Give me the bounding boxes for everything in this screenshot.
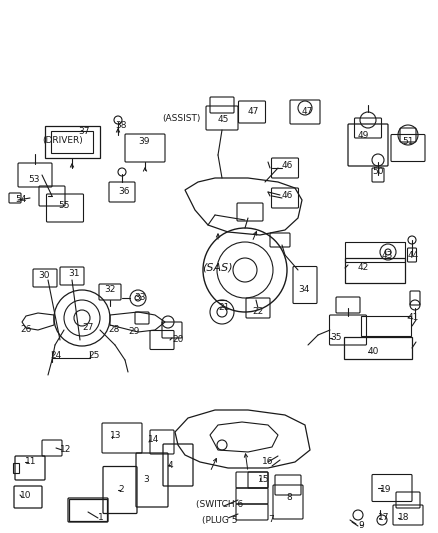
Text: 54: 54 <box>15 196 26 205</box>
Text: 31: 31 <box>68 269 80 278</box>
Text: 47: 47 <box>302 108 313 117</box>
Text: 29: 29 <box>128 327 139 336</box>
Text: (PLUG 5: (PLUG 5 <box>202 515 237 524</box>
Text: 32: 32 <box>104 286 115 295</box>
Text: 49: 49 <box>358 131 369 140</box>
Text: 50: 50 <box>372 167 384 176</box>
Text: 46: 46 <box>282 160 293 169</box>
Text: 41: 41 <box>408 313 419 322</box>
Text: 40: 40 <box>368 348 379 357</box>
Bar <box>69 499 107 521</box>
Text: 1: 1 <box>98 513 104 522</box>
Bar <box>344 337 412 359</box>
Text: 43: 43 <box>382 251 393 260</box>
Text: 30: 30 <box>38 271 49 279</box>
Text: (SWITCH 6: (SWITCH 6 <box>196 500 243 510</box>
Text: 53: 53 <box>28 175 39 184</box>
Text: 42: 42 <box>358 263 369 272</box>
Text: 8: 8 <box>286 494 292 503</box>
Text: 19: 19 <box>380 486 392 495</box>
Text: 21: 21 <box>218 303 230 312</box>
Text: 35: 35 <box>330 334 342 343</box>
Text: 11: 11 <box>25 457 36 466</box>
Text: 22: 22 <box>252 308 263 317</box>
Text: 33: 33 <box>134 294 145 303</box>
Text: 26: 26 <box>20 326 32 335</box>
Text: 37: 37 <box>78 127 89 136</box>
Text: 7: 7 <box>268 515 274 524</box>
Text: 47: 47 <box>248 108 259 117</box>
Bar <box>345 257 405 282</box>
Text: 38: 38 <box>115 120 127 130</box>
Text: 34: 34 <box>298 286 309 295</box>
Text: 9: 9 <box>358 521 364 529</box>
Text: 39: 39 <box>138 138 149 147</box>
Bar <box>45 126 99 158</box>
Bar <box>51 131 93 153</box>
Text: 46: 46 <box>282 190 293 199</box>
Text: 24: 24 <box>50 351 61 359</box>
Text: 18: 18 <box>398 513 410 522</box>
Text: 20: 20 <box>172 335 184 344</box>
Text: 51: 51 <box>402 138 413 147</box>
Text: 27: 27 <box>82 324 93 333</box>
Text: (SAS): (SAS) <box>202 263 233 273</box>
Text: 12: 12 <box>60 446 71 455</box>
Text: (ASSIST): (ASSIST) <box>162 114 200 123</box>
Bar <box>345 242 405 262</box>
Text: 4: 4 <box>168 461 173 470</box>
Text: 2: 2 <box>118 486 124 495</box>
Text: 16: 16 <box>262 457 273 466</box>
Text: 14: 14 <box>148 435 159 445</box>
Text: 17: 17 <box>378 513 389 522</box>
Text: 28: 28 <box>108 326 120 335</box>
Text: 25: 25 <box>88 351 99 359</box>
Text: 3: 3 <box>143 475 149 484</box>
Bar <box>13 463 19 473</box>
Text: 44: 44 <box>408 251 419 260</box>
Text: 45: 45 <box>218 116 230 125</box>
Text: (DRIVER): (DRIVER) <box>42 135 83 144</box>
Text: 10: 10 <box>20 490 32 499</box>
Bar <box>361 316 411 336</box>
Text: 13: 13 <box>110 431 121 440</box>
Text: 36: 36 <box>118 188 130 197</box>
Text: 15: 15 <box>258 475 269 484</box>
Text: 55: 55 <box>58 200 70 209</box>
